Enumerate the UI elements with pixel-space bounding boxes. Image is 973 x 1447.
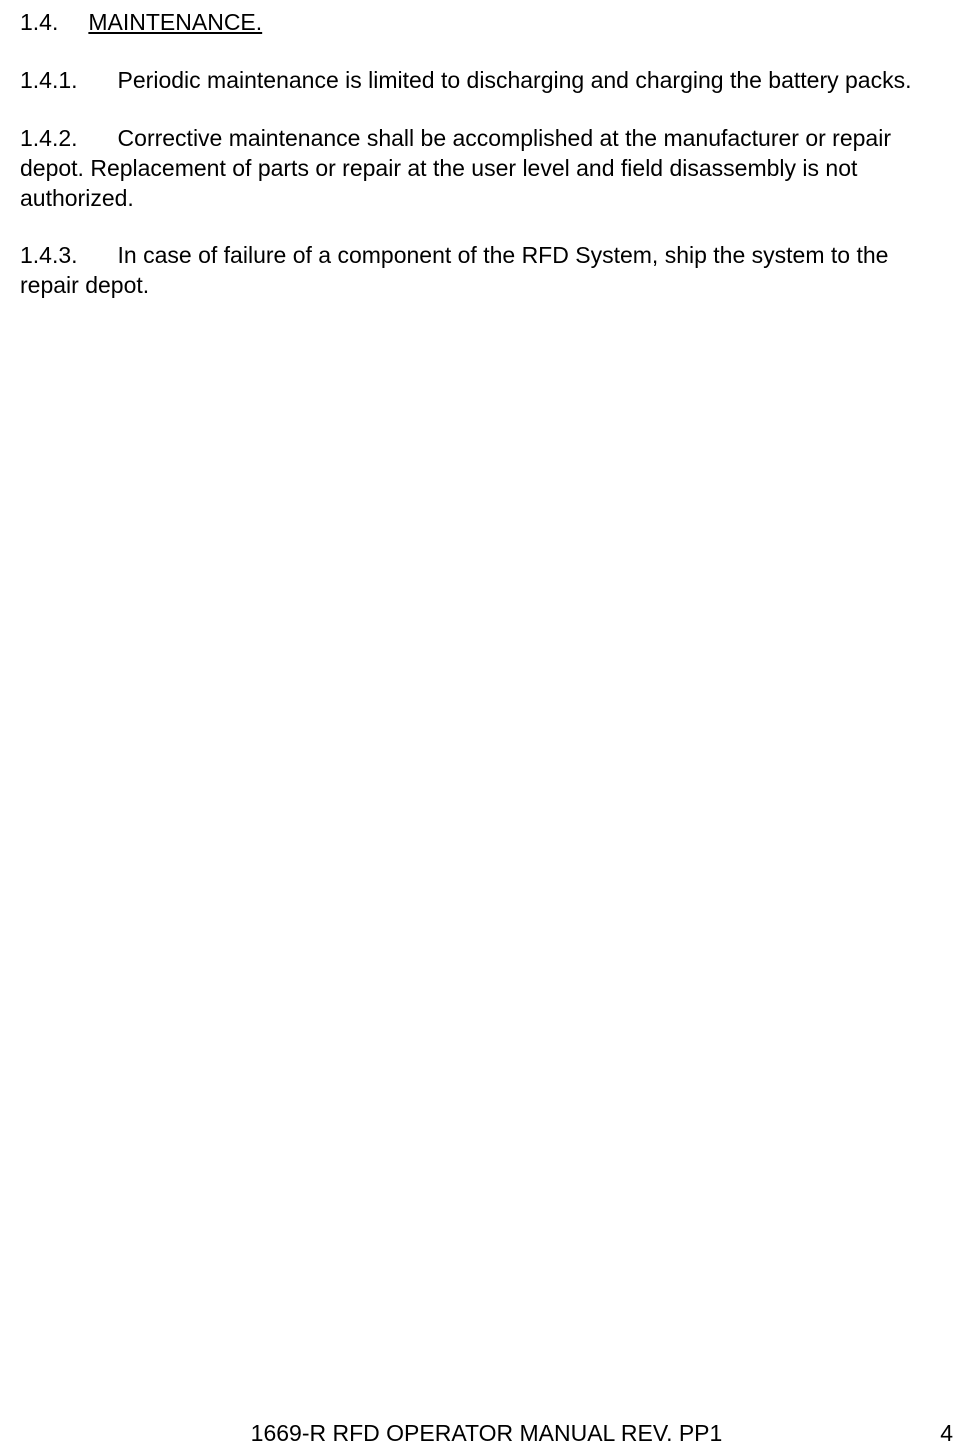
footer-title: 1669-R RFD OPERATOR MANUAL REV. PP1	[251, 1420, 723, 1447]
paragraph-1: 1.4.1. Periodic maintenance is limited to…	[20, 66, 953, 96]
para-text-3: In case of failure of a component of the…	[20, 242, 888, 298]
para-number-1: 1.4.1.	[20, 66, 78, 96]
section-heading: 1.4. MAINTENANCE.	[20, 8, 953, 38]
section-number: 1.4.	[20, 8, 58, 38]
para-text-2: Corrective maintenance shall be accompli…	[20, 125, 891, 211]
footer-page-number: 4	[940, 1420, 953, 1447]
paragraph-2: 1.4.2.Corrective maintenance shall be ac…	[20, 124, 953, 214]
para-number-2: 1.4.2.	[20, 124, 78, 154]
para-text-1: Periodic maintenance is limited to disch…	[118, 67, 912, 93]
section-title: MAINTENANCE.	[88, 9, 262, 35]
paragraph-3: 1.4.3.In case of failure of a component …	[20, 241, 953, 301]
para-number-3: 1.4.3.	[20, 241, 78, 271]
